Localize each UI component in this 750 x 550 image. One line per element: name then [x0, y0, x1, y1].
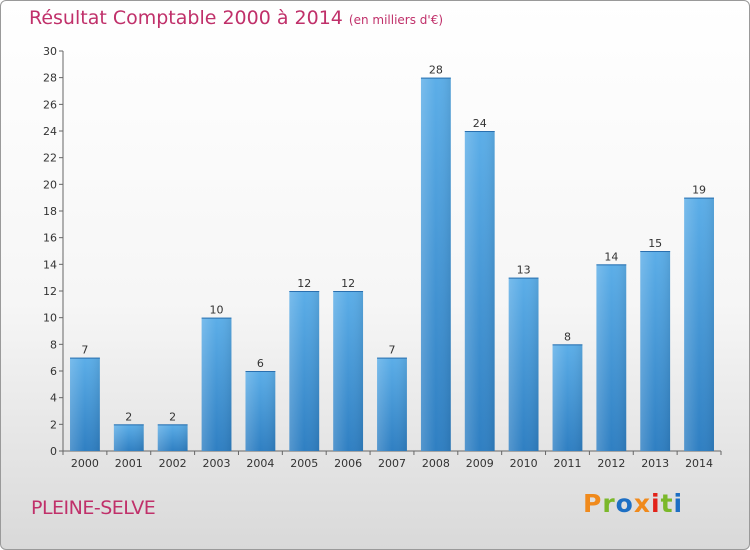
x-tick-label: 2004 — [246, 457, 274, 470]
x-tick-label: 2002 — [159, 457, 187, 470]
y-tick-label: 8 — [50, 338, 57, 351]
bar-value-label: 19 — [692, 184, 706, 197]
bar-value-label: 2 — [169, 410, 176, 423]
bar-value-label: 8 — [564, 330, 571, 343]
bar-shade — [377, 357, 407, 451]
logo-letter: t — [660, 489, 674, 518]
place-name: PLEINE-SELVE — [31, 497, 156, 519]
x-tick-label: 2007 — [378, 457, 406, 470]
y-tick-label: 4 — [50, 392, 57, 405]
bar-value-label: 7 — [81, 344, 88, 357]
bar-shade — [70, 357, 100, 451]
bar-shade — [333, 291, 364, 451]
bar-shade — [201, 317, 232, 451]
bar-value-label: 7 — [389, 344, 396, 357]
x-tick-label: 2005 — [290, 457, 318, 470]
bar-shade — [157, 424, 188, 451]
y-tick-label: 2 — [50, 418, 57, 431]
bar-shade — [464, 131, 495, 451]
x-tick-label: 2010 — [510, 457, 538, 470]
x-axis: 2000 2001 2002 2003 2004 2005 2006 2007 2008 2009… — [62, 450, 722, 470]
logo-letter: r — [602, 489, 616, 518]
bar-shade — [420, 77, 451, 452]
y-tick-label: 14 — [43, 258, 57, 271]
x-tick-label: 2009 — [466, 457, 494, 470]
x-tick-label: 2003 — [203, 457, 231, 470]
bar-value-label: 14 — [604, 250, 618, 263]
bar-shade — [113, 424, 144, 451]
x-tick-label: 2001 — [115, 457, 143, 470]
bar-shade — [245, 371, 276, 451]
logo-letter: i — [673, 489, 684, 518]
y-tick-label: 26 — [43, 98, 57, 111]
bars: 7 2 2 10 6 12 12 7 28 24 13 8 14 15 19 — [70, 64, 714, 452]
x-tick-label: 2012 — [597, 457, 625, 470]
x-tick-label: 2011 — [553, 457, 581, 470]
logo-letter: P — [583, 489, 603, 518]
bar-value-label: 12 — [341, 277, 355, 290]
bar-shade — [684, 197, 714, 451]
bar-value-label: 13 — [517, 264, 531, 277]
logo-letter: x — [633, 489, 651, 518]
chart-subtitle: (en milliers d'€) — [348, 13, 444, 27]
bar-value-label: 10 — [210, 304, 224, 317]
y-tick-label: 16 — [43, 232, 57, 245]
bar-value-label: 12 — [297, 277, 311, 290]
y-tick-label: 30 — [43, 45, 57, 58]
chart-title-text: Résultat Comptable 2000 à 2014 — [29, 7, 343, 29]
bar-shade — [640, 251, 671, 451]
y-tick-label: 28 — [43, 72, 57, 85]
y-tick-label: 22 — [43, 152, 57, 165]
x-tick-label: 2006 — [334, 457, 362, 470]
logo-letter: o — [615, 489, 634, 518]
bar-value-label: 28 — [429, 64, 443, 77]
y-tick-label: 12 — [43, 285, 57, 298]
bar-value-label: 24 — [473, 117, 487, 130]
bar-shade — [552, 344, 583, 451]
bar-shade — [596, 264, 627, 451]
x-tick-label: 2013 — [641, 457, 669, 470]
y-tick-label: 24 — [43, 125, 57, 138]
y-tick-label: 20 — [43, 178, 57, 191]
logo-letter: i — [651, 489, 661, 518]
x-tick-label: 2008 — [422, 457, 450, 470]
y-tick-label: 6 — [50, 365, 57, 378]
chart-title: Résultat Comptable 2000 à 2014 (en millie… — [29, 7, 443, 29]
x-tick-label: 2000 — [71, 457, 99, 470]
x-tick-label: 2014 — [685, 457, 713, 470]
y-tick-label: 0 — [50, 445, 57, 458]
y-tick-label: 18 — [43, 205, 57, 218]
proxiti-logo: Proxiti — [583, 489, 683, 518]
bar-value-label: 6 — [257, 357, 264, 370]
bar-value-label: 15 — [648, 237, 662, 250]
y-tick-label: 10 — [43, 312, 57, 325]
bar-shade — [289, 291, 320, 451]
bar-shade — [508, 277, 539, 451]
bar-value-label: 2 — [125, 410, 132, 423]
